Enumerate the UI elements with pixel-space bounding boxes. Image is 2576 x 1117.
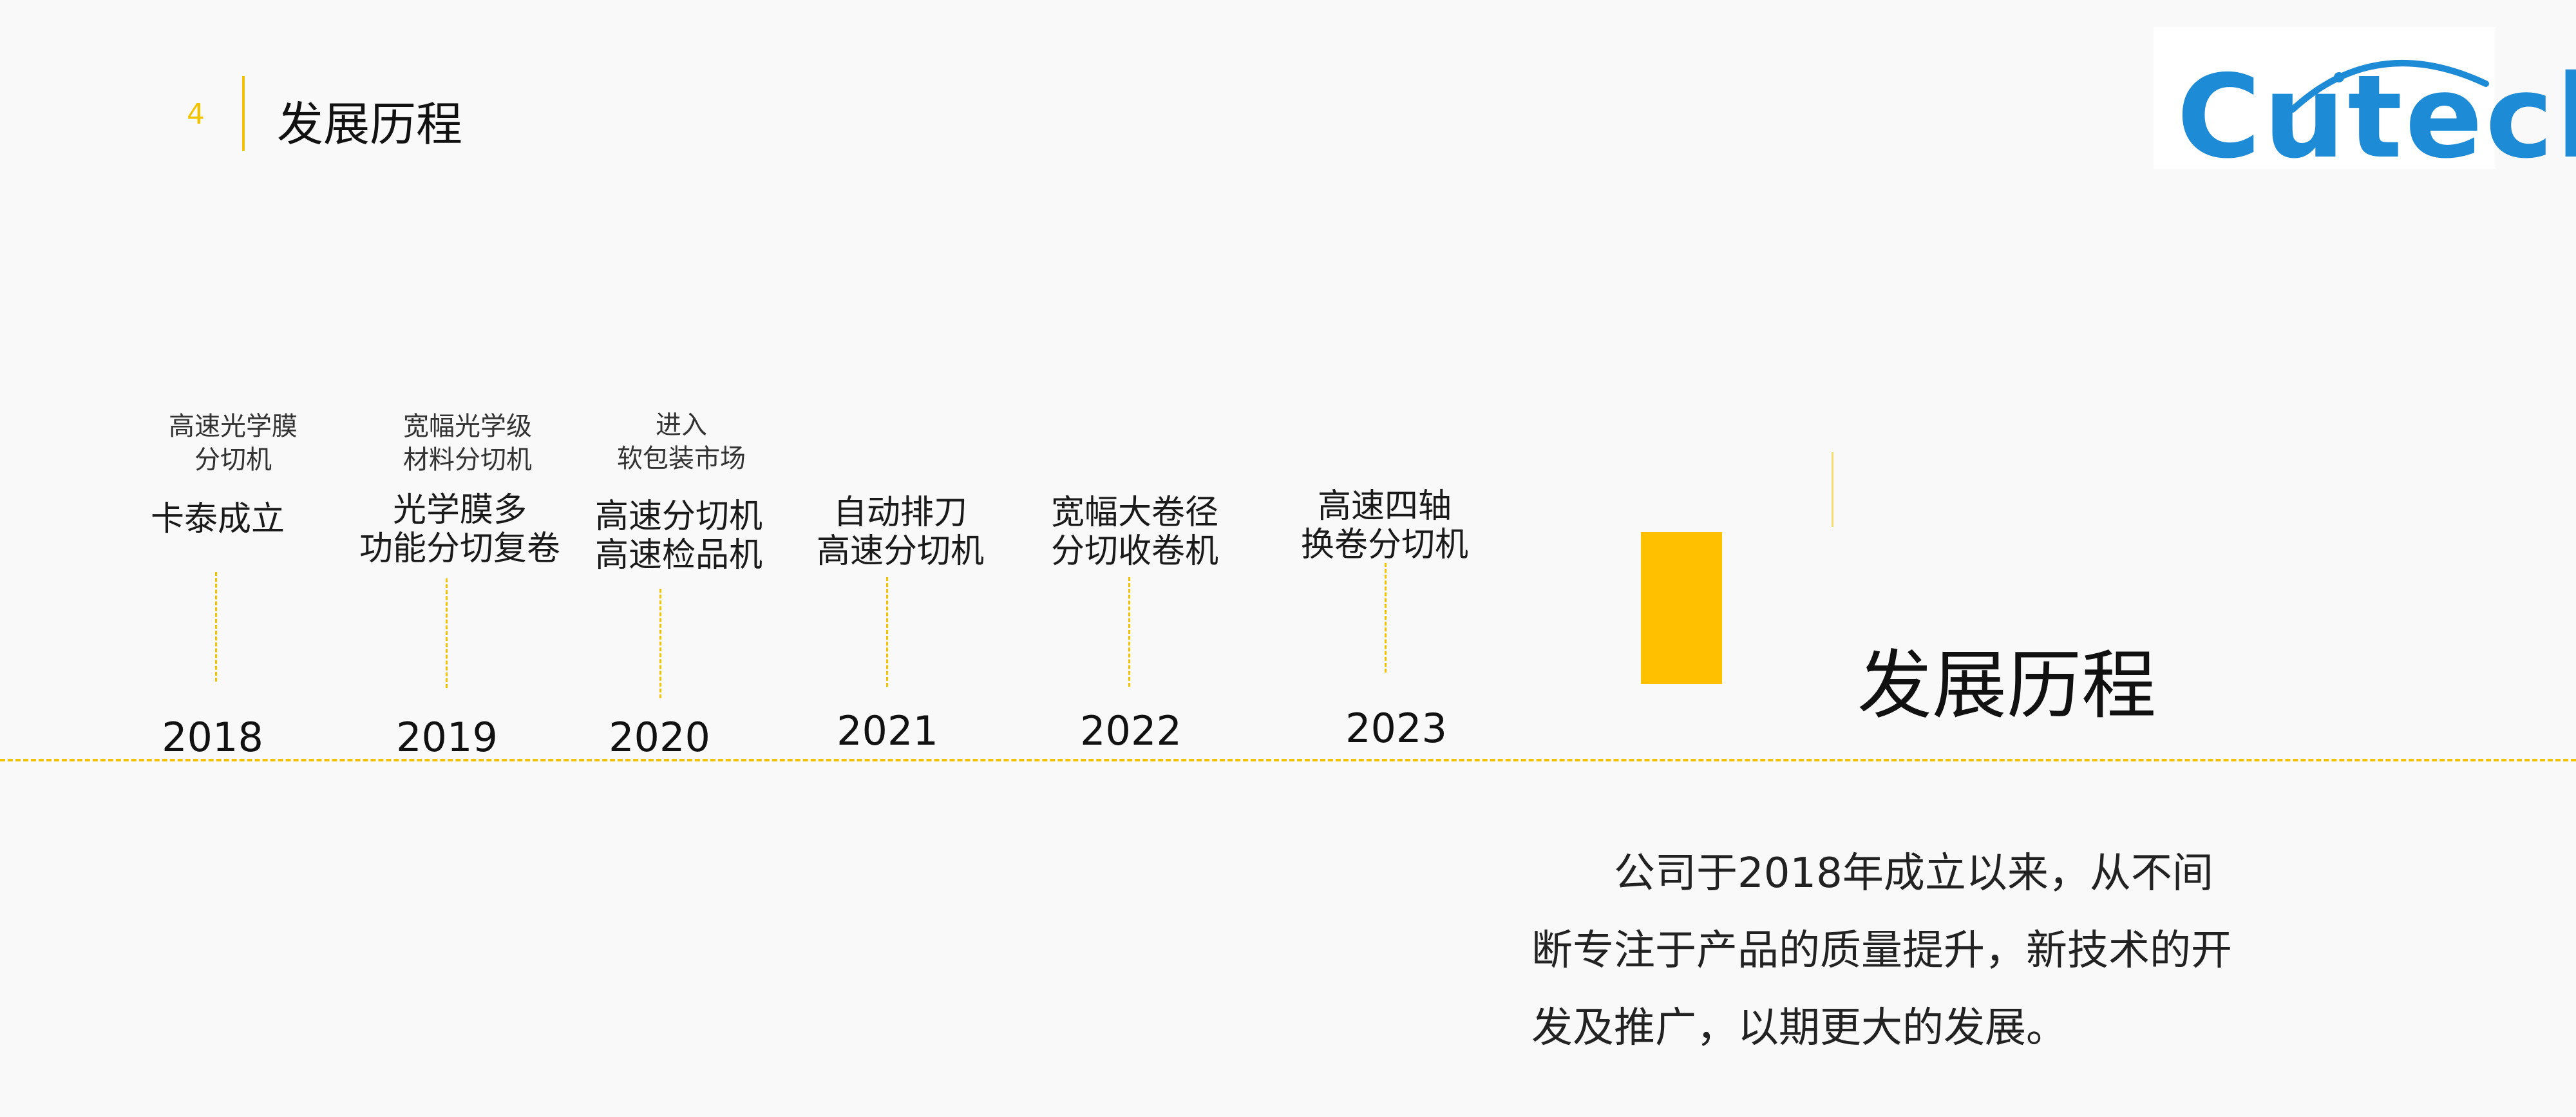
timeline-year: 2020 bbox=[609, 714, 710, 761]
logo bbox=[2154, 27, 2495, 169]
timeline-baseline bbox=[0, 759, 2576, 761]
timeline-tick bbox=[215, 572, 217, 682]
milestone-subtitle: 进入 软包装市场 bbox=[617, 410, 746, 473]
milestone-title: 光学膜多 功能分切复卷 bbox=[359, 491, 561, 568]
timeline-tick bbox=[1385, 563, 1387, 673]
timeline-year: 2019 bbox=[396, 714, 498, 761]
timeline-year: 2018 bbox=[162, 714, 263, 761]
description-paragraph: 公司于2018年成立以来，从不间断专注于产品的质量提升，新技术的开发及推广，以期… bbox=[1531, 850, 2232, 1052]
milestone-title: 自动排刀 高速分切机 bbox=[816, 493, 985, 571]
milestone-title: 高速四轴 换卷分切机 bbox=[1300, 487, 1469, 564]
section-title: 发展历程 bbox=[1857, 642, 2156, 729]
accent-line bbox=[1832, 452, 1833, 527]
milestone-subtitle: 高速光学膜 分切机 bbox=[169, 412, 298, 475]
logo-arc-icon bbox=[2289, 60, 2489, 113]
page-number: 4 bbox=[187, 98, 205, 131]
page-title: 发展历程 bbox=[277, 97, 463, 151]
accent-block bbox=[1641, 532, 1722, 684]
milestone-title: 宽幅大卷径 分切收卷机 bbox=[1050, 493, 1219, 571]
timeline-year: 2021 bbox=[837, 707, 938, 754]
timeline-year: 2023 bbox=[1345, 705, 1447, 752]
milestone-title: 高速分切机 高速检品机 bbox=[594, 497, 763, 575]
milestone-subtitle: 宽幅光学级 材料分切机 bbox=[403, 412, 532, 475]
header-divider bbox=[242, 76, 245, 151]
timeline-tick bbox=[659, 589, 661, 698]
timeline-year: 2022 bbox=[1080, 707, 1182, 754]
timeline-tick bbox=[446, 578, 448, 688]
timeline-tick bbox=[886, 577, 888, 687]
milestone-title: 卡泰成立 bbox=[150, 500, 285, 539]
logo-text: Cutech bbox=[2177, 50, 2576, 184]
timeline-tick bbox=[1128, 577, 1130, 687]
